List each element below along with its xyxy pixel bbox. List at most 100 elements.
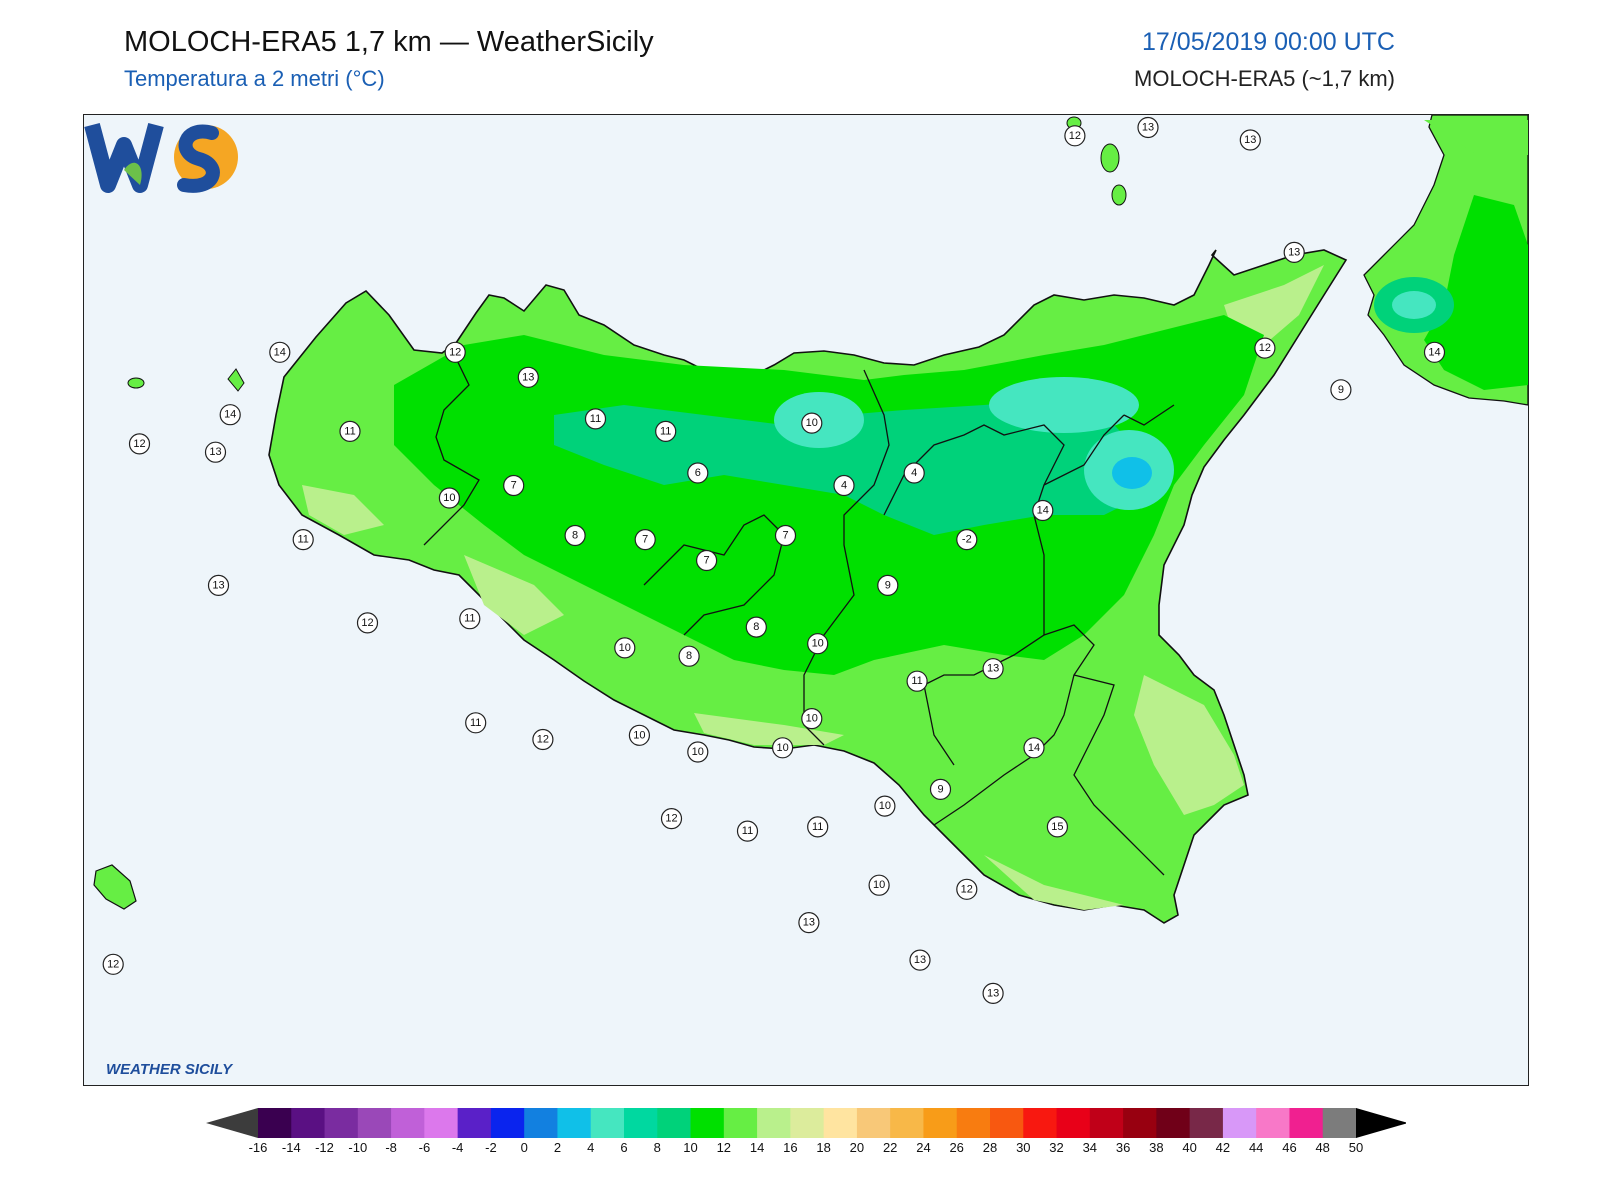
station-marker: 10 — [868, 874, 890, 896]
station-value: 10 — [873, 879, 885, 891]
station-value: 14 — [224, 409, 236, 421]
province-borders — [423, 349, 1175, 876]
station-layer: 12 13 13 13 12 14 9 12 13 14 14 12 13 11 11 10 11 10 7 6 4 4 1… — [102, 116, 1446, 1005]
calabria-zone-cool — [1424, 195, 1528, 390]
zone-warm-south — [694, 713, 844, 745]
station-marker: 11 — [655, 420, 677, 442]
zone-warm-ne — [1224, 265, 1324, 345]
station-marker: 4 — [833, 474, 855, 497]
station-marker: 14 — [219, 404, 241, 426]
station-marker: -2 — [956, 529, 978, 551]
colorbar-tick-label: 32 — [1049, 1140, 1064, 1155]
station-circle — [736, 820, 759, 842]
station-circle — [807, 633, 829, 655]
station-circle — [655, 420, 677, 442]
station-marker: 14 — [269, 341, 291, 363]
station-value: 14 — [1028, 742, 1040, 754]
colorbar-segment — [1123, 1108, 1157, 1138]
colorbar-tick-label: 44 — [1248, 1140, 1264, 1155]
station-circle — [628, 724, 651, 746]
station-marker: 4 — [903, 462, 925, 484]
station-marker: 11 — [736, 820, 759, 842]
colorbar-tick-label: 48 — [1315, 1140, 1330, 1155]
colorbar-labels: -16 -14 -12 -10 -8 -6 -4 -2 0 2 4 6 8 10 12 14 16 18 20 22 2… — [206, 1140, 1406, 1160]
station-value: 11 — [470, 717, 481, 729]
station-marker: 6 — [687, 462, 709, 484]
station-circle — [1032, 499, 1054, 522]
colorbar-tick-label: -4 — [451, 1140, 464, 1155]
station-value: 8 — [572, 530, 578, 542]
colorbar-segment — [590, 1108, 625, 1138]
colorbar-tick-label: 12 — [716, 1140, 732, 1155]
station-value: 11 — [297, 534, 308, 546]
station-circle — [1137, 116, 1159, 139]
station-circle — [1423, 341, 1446, 363]
colorbar-segment — [856, 1108, 891, 1138]
colorbar-segment — [357, 1108, 392, 1138]
colorbar-tick-label: 34 — [1082, 1140, 1098, 1155]
map-canvas: 12 13 13 13 12 14 9 12 13 14 14 12 13 11 11 10 11 10 7 6 4 4 1… — [93, 115, 1528, 1005]
station-circle — [339, 420, 361, 442]
station-circle — [687, 462, 709, 484]
temperature-map: 12 13 13 13 12 14 9 12 13 14 14 12 13 11 11 10 11 10 7 6 4 4 1… — [83, 114, 1529, 1086]
station-value: 11 — [911, 675, 922, 687]
station-value: 14 — [274, 346, 286, 358]
colorbar-segment — [890, 1108, 924, 1138]
station-marker: 13 — [204, 441, 227, 463]
station-circle — [503, 474, 525, 497]
station-value: 14 — [1037, 505, 1049, 517]
colorbar-tick-label: 16 — [783, 1140, 798, 1155]
colorbar-tick-label: -6 — [418, 1140, 431, 1155]
station-circle — [801, 412, 823, 434]
station-value: 10 — [812, 638, 824, 650]
colorbar-segment — [1156, 1108, 1191, 1138]
forecast-datetime: 17/05/2019 00:00 UTC — [1142, 28, 1395, 56]
station-value: 13 — [987, 987, 999, 999]
colorbar-tick-label: 0 — [520, 1140, 528, 1155]
station-value: 10 — [879, 800, 891, 812]
station-value: 7 — [511, 480, 517, 492]
station-value: 11 — [742, 825, 753, 837]
station-marker: 14 — [1023, 737, 1045, 759]
station-marker: 13 — [798, 911, 820, 934]
colorbar-segment — [1056, 1108, 1091, 1138]
colorbar-segment — [391, 1108, 425, 1138]
station-value: 12 — [107, 958, 119, 970]
colorbar-tick-label: 42 — [1215, 1140, 1231, 1155]
station-marker: 12 — [444, 341, 466, 363]
colorbar-segment — [956, 1108, 991, 1138]
station-value: 7 — [642, 534, 648, 546]
colorbar-segment — [990, 1108, 1024, 1138]
station-circle — [459, 608, 481, 630]
station-marker: 12 — [532, 728, 554, 751]
station-circle — [906, 670, 928, 692]
station-circle — [868, 874, 890, 896]
calabria-north — [1424, 120, 1528, 155]
zone-etna-summit — [1112, 457, 1152, 489]
station-value: 13 — [1288, 246, 1300, 258]
station-circle — [745, 616, 767, 638]
station-value: 10 — [776, 742, 788, 754]
colorbar-tick-label: 2 — [553, 1140, 562, 1155]
station-marker: 9 — [877, 574, 899, 596]
station-marker: 12 — [660, 807, 683, 830]
zone-warm-east — [1134, 675, 1244, 815]
station-marker: 9 — [1330, 379, 1352, 401]
station-circle — [801, 707, 823, 730]
station-circle — [982, 982, 1004, 1005]
station-circle — [660, 807, 683, 830]
station-value: 9 — [885, 579, 891, 591]
station-circle — [269, 341, 291, 363]
colorbar-tick-label: 26 — [949, 1140, 964, 1155]
station-value: 10 — [633, 729, 645, 741]
station-marker: 12 — [356, 612, 379, 634]
station-circle — [687, 741, 709, 763]
station-value: 10 — [443, 492, 455, 504]
station-marker: 11 — [292, 529, 314, 551]
station-value: 13 — [914, 954, 926, 966]
zone-nebrodi — [989, 377, 1139, 433]
colorbar-segment — [557, 1108, 592, 1138]
colorbar-tick-label: 8 — [653, 1140, 661, 1155]
station-value: 6 — [695, 467, 701, 479]
station-marker: 9 — [929, 778, 952, 801]
